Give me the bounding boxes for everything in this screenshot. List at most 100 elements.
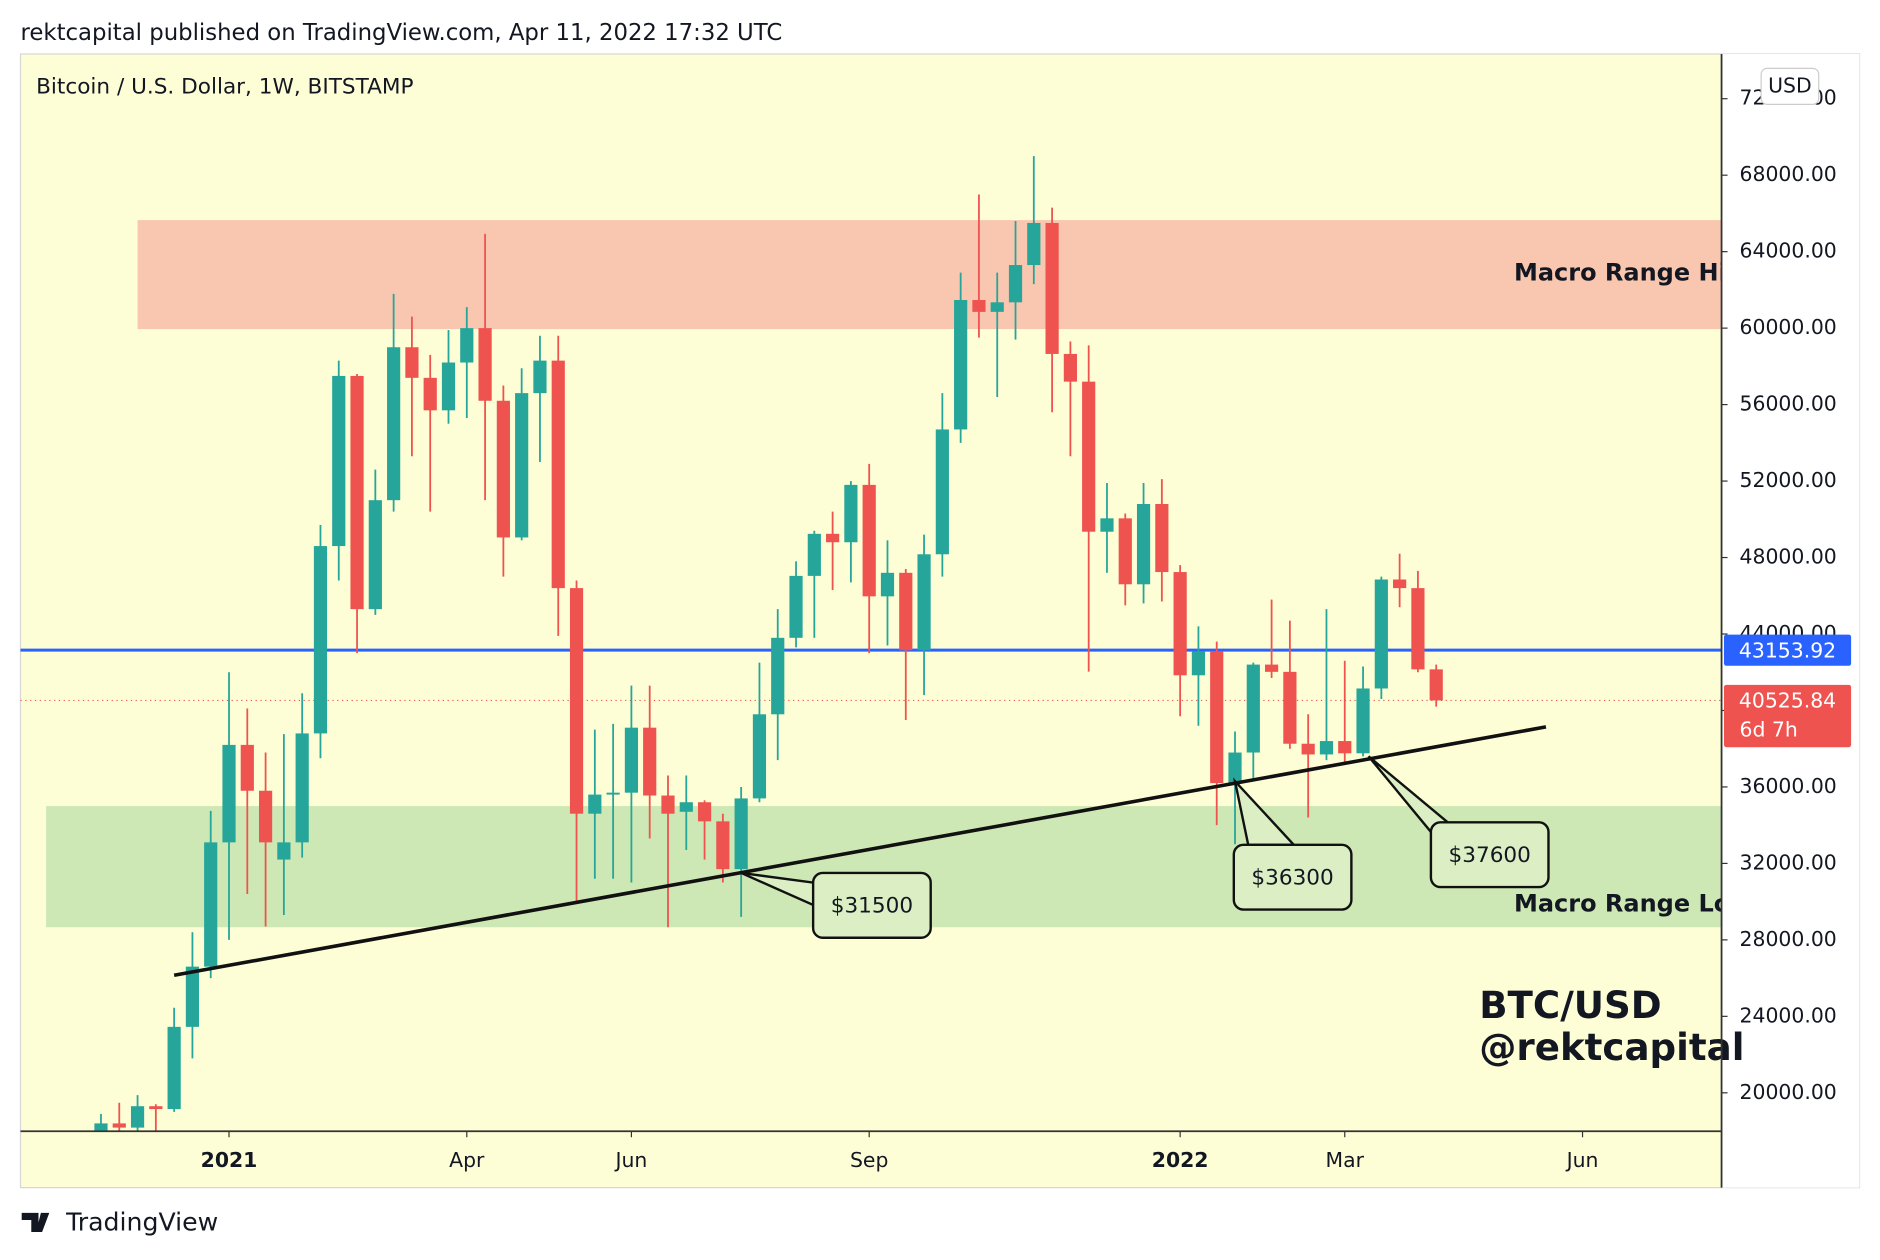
candle-body [515,393,529,538]
last-price-label: 40525.84 [1739,689,1836,713]
hline-price-label: 43153.92 [1739,638,1836,662]
hline-price-box [1723,634,1852,666]
candle-body [917,554,931,651]
zone-label: Macro Range Low [1514,890,1752,918]
candle-body [112,1123,126,1128]
candle-body [1301,743,1315,755]
candle-body [990,302,1004,312]
x-tick-label: Sep [850,1148,888,1172]
candle-body [423,377,437,411]
zone-label: Macro Range High [1514,259,1761,287]
y-tick-label: 48000.00 [1740,545,1837,569]
candle-body [240,744,254,791]
footer-brand: TradingView [65,1208,218,1237]
bar-countdown: 6d 7h [1740,717,1798,741]
range-zone [137,220,1722,330]
candle-body [94,1123,108,1132]
candle-body [1264,664,1279,672]
candle-body [277,842,291,860]
candle-body [496,400,510,538]
candle-body [258,790,273,843]
x-tick-label: Jun [1565,1148,1599,1172]
x-tick-label: Jun [613,1148,647,1172]
candle-body [185,966,200,1027]
candle-body [1374,579,1388,689]
last-price-box [1723,684,1852,748]
candle-body [368,500,382,610]
candle-body [1429,669,1443,701]
candle-body [295,733,309,843]
candle-body [954,300,968,430]
candle-body [313,546,328,734]
y-tick-label: 68000.00 [1740,162,1837,186]
candle-body [697,802,712,822]
candle-body [1283,671,1297,744]
candle-body [1338,741,1352,754]
candle-body [1393,579,1407,589]
x-tick-label: Apr [449,1148,485,1172]
candle-body [935,429,949,555]
y-tick-label: 64000.00 [1740,239,1837,263]
x-tick-label: Mar [1326,1148,1365,1172]
callout-label: $36300 [1251,865,1333,890]
candle-body [1411,588,1425,670]
candle-body [826,533,840,543]
candle-body [661,795,675,814]
candle-body [734,798,748,870]
y-tick-label: 24000.00 [1740,1003,1837,1027]
callout-label: $31500 [831,894,913,919]
candle-body [588,794,602,814]
trendline [173,725,1547,978]
x-tick-label: 2021 [201,1148,258,1172]
candle-body [844,484,858,543]
candle-body [167,1026,181,1110]
candle-body [460,328,474,363]
candle-body [441,362,456,411]
candle-body [1100,518,1114,532]
candle-body [899,572,913,651]
candle-body [533,360,547,394]
callout-label: $37600 [1449,843,1531,868]
callout-box [1232,843,1353,911]
candle-body [789,575,803,638]
y-tick-label: 36000.00 [1740,774,1837,798]
callout-box [811,871,932,939]
watermark: @rektcapital [1479,1025,1744,1069]
candle-body [1008,265,1023,303]
y-tick-label: 28000.00 [1740,927,1837,951]
candle-body [1228,752,1242,784]
candle-body [350,375,364,610]
candle-body [1173,572,1187,676]
overlay: 20000.00 24000.00 28000.00 32000.00 36000.00… [201,67,1852,1172]
y-tick-label: 56000.00 [1740,392,1837,416]
symbol-title: Bitcoin / U.S. Dollar, 1W, BITSTAMP [36,75,413,100]
y-tick-label: 20000.00 [1740,1080,1837,1104]
candle-body [1045,222,1059,354]
candle-body [1155,504,1169,573]
candle-body [149,1106,163,1110]
candle-body [222,744,236,843]
y-tick-label: 32000.00 [1740,850,1837,874]
candle-body [1356,688,1370,754]
candle-body [1210,651,1224,784]
candle-body [716,821,730,870]
candle-body [972,300,986,312]
candle-body [1027,222,1041,266]
currency-label[interactable]: USD [1768,73,1812,97]
candle-body [1319,741,1334,755]
candle-body [606,792,620,795]
candle-body [880,572,895,597]
candle-body [643,727,657,796]
callout-box [1429,821,1550,889]
candle-body [130,1106,145,1128]
candle-body [752,714,767,799]
candle-body [679,802,693,812]
candle-body [204,842,218,967]
currency-button[interactable] [1760,67,1820,105]
y-tick-label: 52000.00 [1740,468,1837,492]
publisher-line: rektcapital published on TradingView.com… [20,20,782,46]
candle-body [387,347,401,501]
candle-body [1246,664,1260,753]
